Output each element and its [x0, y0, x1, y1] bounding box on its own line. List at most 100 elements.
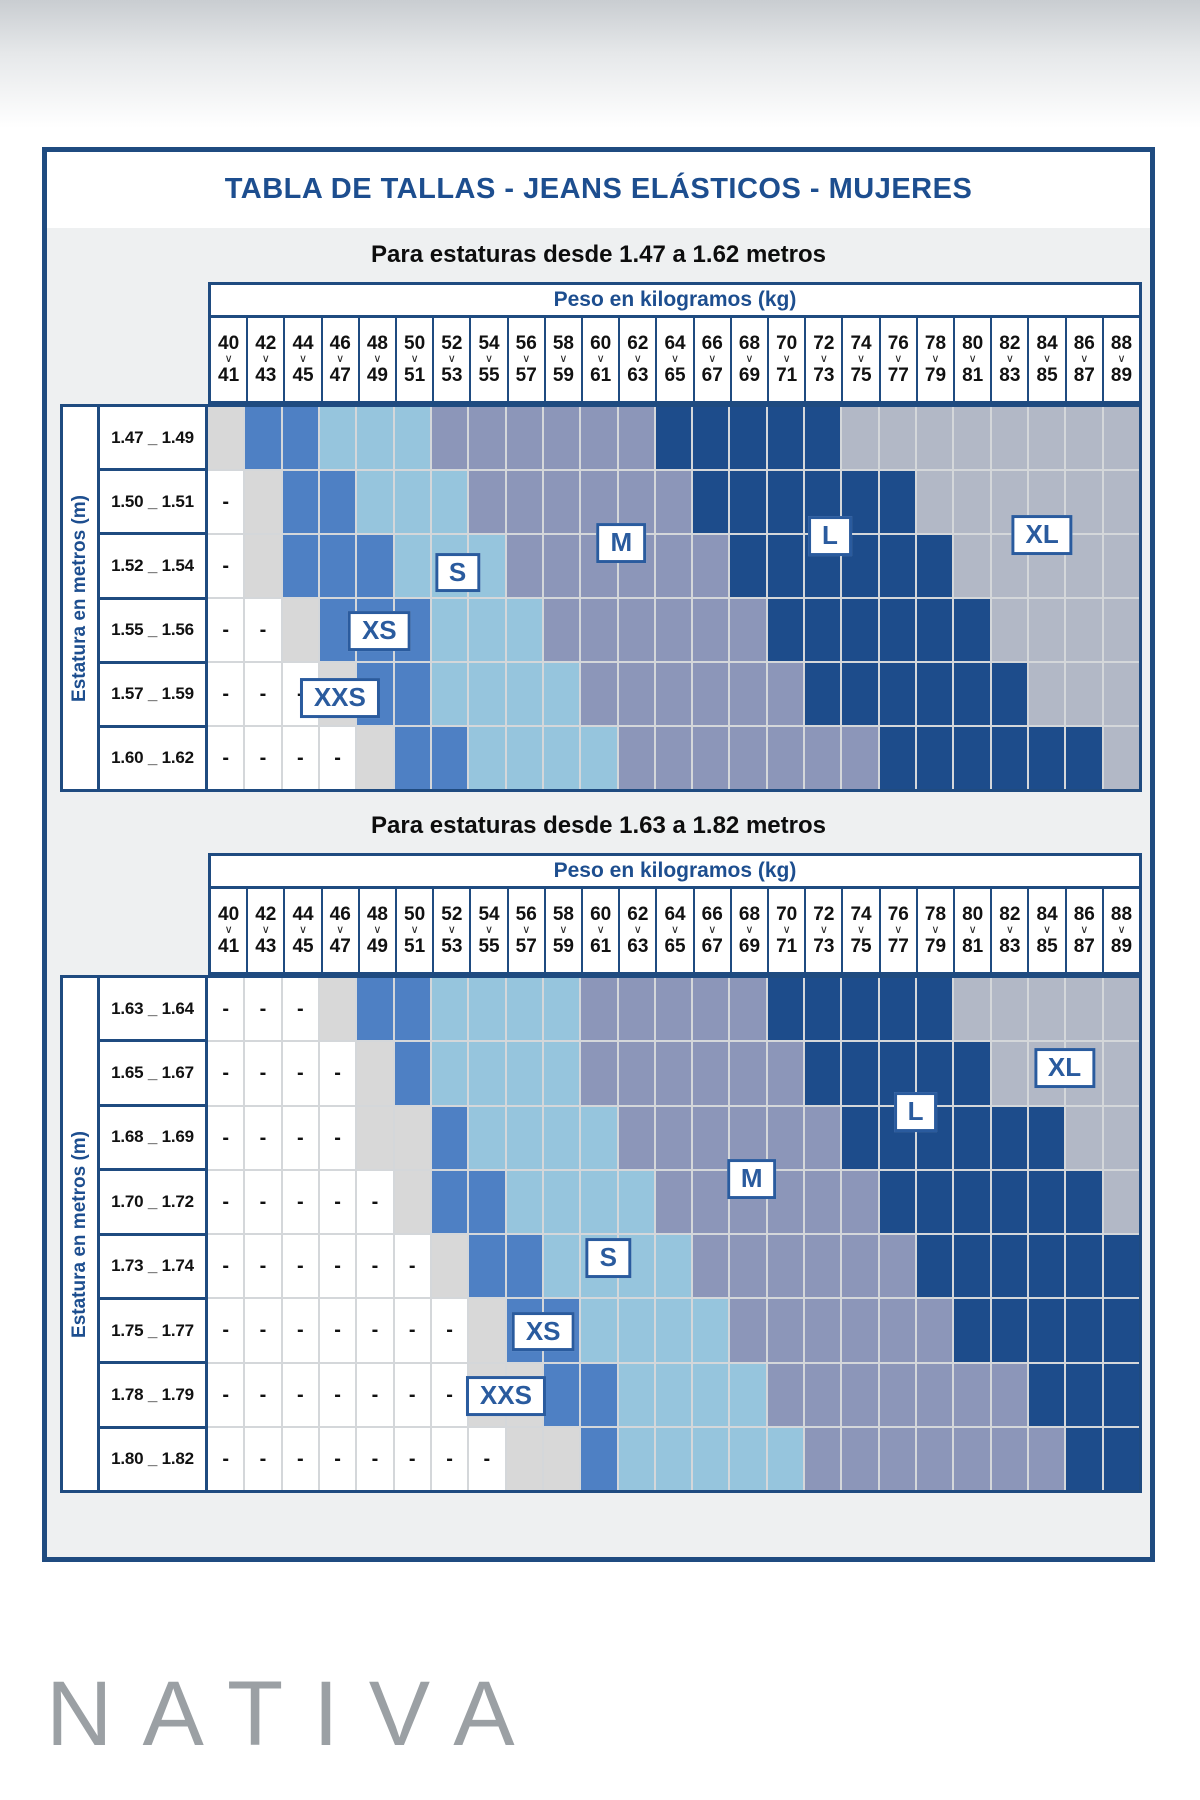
size-cell-xl [842, 407, 878, 469]
size-cell-dash: - [282, 1427, 318, 1490]
weight-max: 67 [701, 365, 723, 386]
chevron-down-icon: ∨ [894, 924, 903, 936]
size-cell-m [655, 1170, 692, 1233]
weight-column-header: 58 ∨ 59 [543, 889, 581, 972]
weight-max: 71 [776, 936, 798, 957]
size-cell-xxs [245, 535, 281, 597]
chevron-down-icon: ∨ [1043, 924, 1052, 936]
size-label-xl: XL [1011, 515, 1073, 555]
size-cell-l [1029, 1235, 1065, 1298]
chevron-down-icon: ∨ [1005, 353, 1014, 365]
chevron-down-icon: ∨ [931, 353, 940, 365]
weight-column-header: 78 ∨ 79 [915, 889, 953, 972]
size-cell-m [581, 407, 617, 469]
size-cell-l [991, 727, 1028, 789]
size-cell-l [917, 599, 953, 661]
size-cell-l [805, 1042, 841, 1105]
weight-column-header: 46 ∨ 47 [320, 318, 358, 401]
size-cell-l [805, 663, 841, 725]
weight-max: 69 [738, 936, 761, 957]
size-cell-m [581, 1042, 617, 1105]
no-size-dash: - [222, 619, 229, 641]
size-cell-s [506, 1106, 542, 1169]
size-cell-dash: - [282, 1299, 318, 1362]
size-cell-l [879, 663, 916, 725]
weight-max: 71 [776, 365, 798, 386]
no-size-dash: - [371, 1447, 379, 1470]
size-label-l: L [807, 516, 852, 557]
size-cell-s [693, 1299, 729, 1362]
size-cell-l [842, 1042, 878, 1105]
weight-max: 49 [366, 936, 388, 957]
weight-min: 46 [329, 332, 351, 354]
no-size-dash: - [222, 1062, 229, 1085]
size-cell-m [917, 1299, 953, 1362]
weight-min: 60 [590, 332, 612, 354]
chevron-down-icon: ∨ [373, 353, 382, 365]
no-size-dash: - [334, 747, 341, 769]
chevron-down-icon: ∨ [336, 924, 345, 936]
size-cell-xl [991, 1042, 1028, 1105]
size-cell-xs [469, 1235, 505, 1298]
size-cell-m [730, 727, 766, 789]
size-cell-xxs [394, 1106, 430, 1169]
size-cell-m [581, 599, 617, 661]
size-cell-m [730, 1299, 766, 1362]
size-cell-s [469, 727, 505, 789]
size-label-m: M [596, 522, 647, 563]
size-cell-xxs [543, 1427, 580, 1490]
size-cell-dash: - [208, 599, 244, 661]
size-cell-dash: - [245, 727, 281, 789]
no-size-dash: - [371, 1255, 379, 1278]
no-size-dash: - [259, 747, 267, 769]
no-size-dash: - [259, 1126, 267, 1149]
weight-min: 78 [924, 332, 947, 354]
weight-max: 75 [850, 365, 872, 386]
chevron-down-icon: ∨ [968, 924, 977, 936]
size-cell-m [767, 1299, 804, 1362]
no-size-dash: - [408, 1383, 416, 1406]
no-size-dash: - [296, 1126, 304, 1149]
size-cell-xxs [357, 1042, 393, 1105]
size-cell-m [767, 727, 804, 789]
size-cell-s [506, 727, 542, 789]
size-cell-xxs [282, 599, 318, 661]
size-cell-s [394, 471, 430, 533]
no-size-dash: - [296, 1190, 304, 1213]
size-cell-m [543, 471, 580, 533]
weight-column-header: 66 ∨ 67 [692, 889, 730, 972]
height-range-label: 1.60 _ 1.62 [100, 724, 205, 789]
size-cell-l [954, 727, 990, 789]
weight-max: 65 [664, 936, 686, 957]
size-cell-dash: - [245, 1042, 281, 1105]
size-cell-m [693, 727, 729, 789]
weight-max: 45 [292, 365, 314, 386]
size-cell-s [506, 1042, 542, 1105]
no-size-dash: - [222, 683, 229, 705]
page-title: TABLA DE TALLAS - JEANS ELÁSTICOS - MUJE… [47, 152, 1150, 228]
size-cell-m [655, 1106, 692, 1169]
size-cell-m [693, 978, 729, 1041]
size-cell-xs [394, 663, 430, 725]
no-size-dash: - [296, 747, 304, 769]
size-cell-xl [954, 471, 990, 533]
height-range-label: 1.78 _ 1.79 [100, 1361, 205, 1425]
chevron-down-icon: ∨ [1080, 924, 1089, 936]
size-cell-m [469, 407, 505, 469]
size-cell-l [991, 1299, 1028, 1362]
weight-max: 69 [738, 365, 761, 386]
no-size-dash: - [296, 1383, 304, 1406]
no-size-dash: - [222, 1255, 229, 1278]
chevron-down-icon: ∨ [410, 353, 419, 365]
weight-min: 40 [218, 903, 240, 925]
size-cell-xxs [357, 1106, 393, 1169]
size-cell-m [730, 1042, 766, 1105]
height-range-label: 1.55 _ 1.56 [100, 596, 205, 661]
size-chart-panel: TABLA DE TALLAS - JEANS ELÁSTICOS - MUJE… [42, 147, 1155, 1562]
size-cell-m [842, 1427, 878, 1490]
no-size-dash: - [296, 998, 304, 1021]
weight-min: 56 [515, 332, 537, 354]
weight-column-header: 74 ∨ 75 [841, 318, 878, 401]
height-range-label: 1.70 _ 1.72 [100, 1168, 205, 1232]
size-cell-l [1066, 727, 1102, 789]
